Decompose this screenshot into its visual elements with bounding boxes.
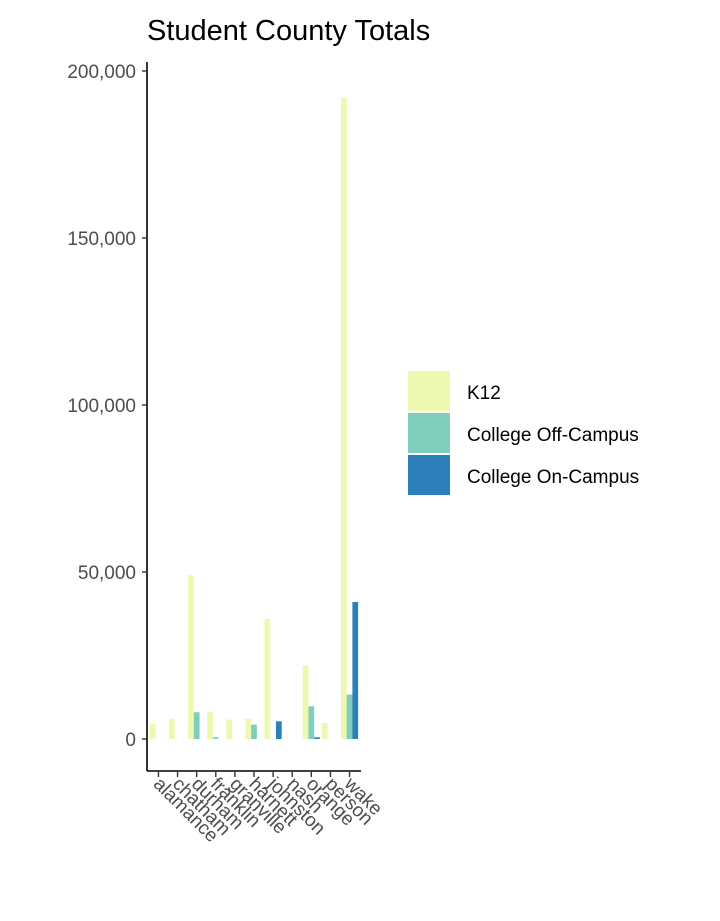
- legend-label: College Off-Campus: [467, 425, 639, 446]
- y-tick-label: 0: [125, 730, 136, 751]
- bar-orange-college-on-campus: [314, 737, 320, 739]
- bar-harnett-college-off-campus: [251, 724, 257, 739]
- bar-franklin-k12: [207, 711, 213, 739]
- bar-durham-college-off-campus: [193, 712, 200, 739]
- y-tick-label: 50,000: [78, 563, 136, 584]
- bar-franklin-college-off-campus: [212, 737, 219, 739]
- plot-area: [149, 97, 359, 740]
- y-tick-label: 200,000: [67, 62, 136, 83]
- legend-label: College On-Campus: [467, 467, 639, 488]
- bar-orange-k12: [302, 665, 309, 739]
- bar-orange-college-off-campus: [308, 706, 315, 739]
- y-tick-label: 150,000: [67, 229, 136, 250]
- bar-durham-k12: [188, 575, 194, 739]
- chart-title: Student County Totals: [147, 15, 430, 47]
- y-tick-label: 100,000: [67, 396, 136, 417]
- legend: K12 College Off-Campus College On-Campus: [408, 371, 639, 495]
- bar-johnston-k12: [264, 618, 271, 739]
- bar-wake-k12: [340, 97, 347, 740]
- legend-swatch: [408, 413, 450, 453]
- y-axis: 0 50,000 100,000 150,000 200,000: [67, 62, 148, 771]
- legend-label: K12: [467, 383, 501, 404]
- bar-alamance-k12: [149, 723, 156, 739]
- bar-harnett-k12: [245, 718, 252, 739]
- bar-wake-college-on-campus: [352, 602, 359, 739]
- bar-wake-college-off-campus: [346, 694, 353, 739]
- bar-person-k12: [321, 722, 328, 739]
- x-axis: alamancechathamdurhamfranklingranvilleha…: [147, 770, 386, 847]
- bar-johnston-college-on-campus: [275, 721, 282, 739]
- legend-swatch: [408, 371, 450, 411]
- bar-granville-k12: [226, 719, 233, 739]
- legend-swatch: [408, 455, 450, 495]
- bar-chatham-k12: [168, 718, 175, 739]
